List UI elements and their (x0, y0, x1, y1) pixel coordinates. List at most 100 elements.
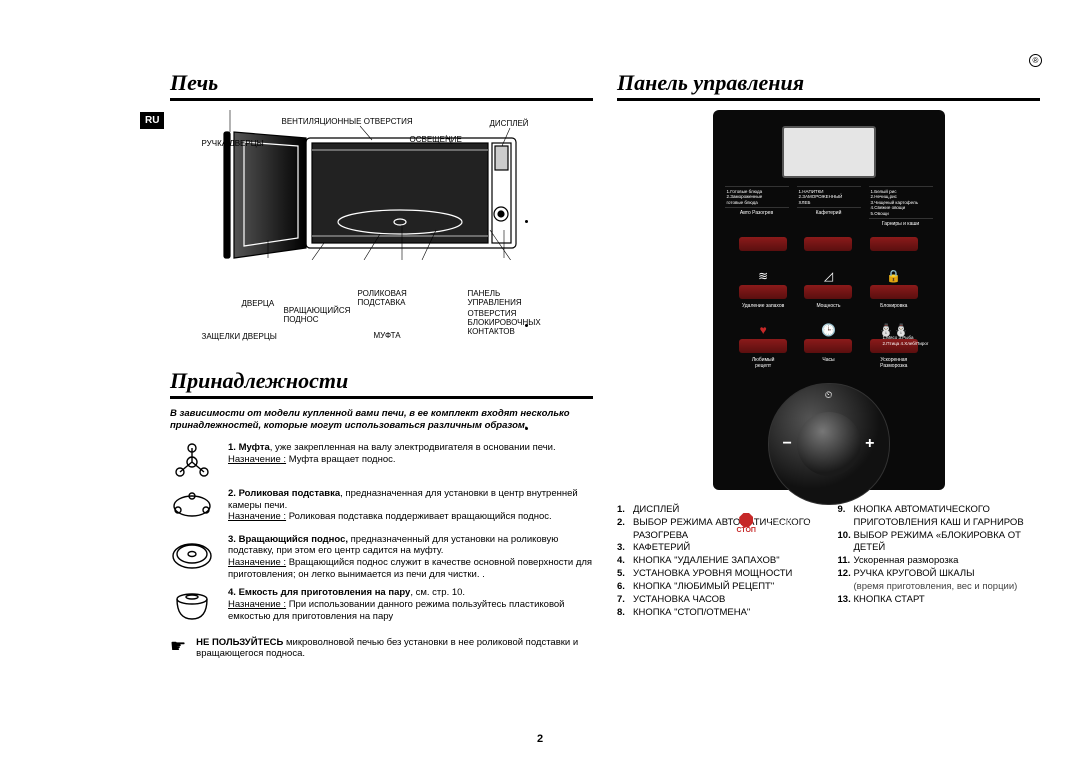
panel-heading: Панель управления (617, 70, 1040, 100)
minus-icon: − (783, 435, 792, 453)
acc-item: 4. Емкость для приготовления на пару, см… (170, 587, 593, 631)
mode-button[interactable] (870, 237, 918, 251)
coupler-icon (170, 442, 216, 482)
item-text: , см. стр. 10. (410, 587, 465, 598)
callout-num: 11 (953, 304, 965, 315)
item-num: 4. (228, 587, 236, 598)
item-name: Роликовая подставка (239, 488, 341, 499)
acc-item: 3. Вращающийся поднос, предназначенный д… (170, 534, 593, 582)
oven-figure: РУЧКА ДВЕРЦЫ ВЕНТИЛЯЦИОННЫЕ ОТВЕРСТИЯ ОС… (202, 110, 562, 350)
legend-text: УСТАНОВКА ЧАСОВ (633, 594, 725, 607)
legend-text: КНОПКА "УДАЛЕНИЕ ЗАПАХОВ" (633, 555, 780, 568)
mode-button[interactable] (804, 237, 852, 251)
callout-num: 7 (693, 320, 705, 331)
label-roller: РОЛИКОВАЯ ПОДСТАВКА (358, 290, 407, 308)
btn-label: Удаление запахов (742, 303, 784, 309)
registered-mark: ® (1029, 54, 1042, 67)
label-light: ОСВЕЩЕНИЕ (410, 136, 462, 145)
page-number: 2 (537, 733, 543, 745)
acc-heading: Принадлежности (170, 368, 593, 398)
legend-num: 4. (617, 555, 633, 568)
legend-text: ДИСПЛЕЙ (633, 504, 679, 517)
item-purpose: Муфта вращает поднос. (289, 454, 396, 465)
control-panel: 1 2 3 4 5 6 7 8 9 10 11 12 13 (713, 110, 945, 490)
btn-label: Ускоренная Разморозка (880, 357, 907, 369)
btn-label: Часы (822, 357, 834, 363)
mode-label: Кафетерий (816, 210, 842, 216)
oven-illustration-svg (212, 110, 552, 260)
heart-icon: ♥ (760, 323, 767, 337)
callout-num: 1 (693, 146, 705, 157)
legend-num: 6. (617, 581, 633, 594)
acc-intro: В зависимости от модели купленной вами п… (170, 408, 593, 432)
acc-item: 1. Муфта, уже закрепленная на валу элект… (170, 442, 593, 482)
legend-num: 5. (617, 568, 633, 581)
btn-label: Мощность (816, 303, 840, 309)
power-icon: ◿ (824, 269, 833, 283)
dial[interactable]: ⏲ − + (768, 383, 890, 505)
legend-text: РУЧКА КРУГОВОЙ ШКАЛЫ (854, 568, 975, 579)
callout-num: 2 (693, 206, 705, 217)
item-name: Емкость для приготовления на пару (239, 587, 411, 598)
label-panel: ПАНЕЛЬ УПРАВЛЕНИЯ (468, 290, 522, 308)
start-label: СТАРТ / + 30 сек (768, 519, 846, 528)
oven-heading: Печь (170, 70, 593, 100)
legend-text: Ускоренная разморозка (854, 555, 959, 568)
callout-num: 5 (693, 270, 705, 281)
legend-num: 12. (838, 568, 854, 594)
legend-subtext: (время приготовления, вес и порции) (854, 581, 1018, 592)
label-latches: ЗАЩЕЛКИ ДВЕРЦЫ (202, 333, 277, 342)
lock-button[interactable] (870, 285, 918, 299)
warn-bold: НЕ ПОЛЬЗУЙТЕСЬ (196, 637, 283, 648)
item-purpose-label: Назначение : (228, 511, 286, 522)
item-purpose-label: Назначение : (228, 454, 286, 465)
odor-icon: ≋ (758, 269, 768, 283)
item-text: , уже закрепленная на валу электродвигат… (270, 442, 556, 453)
label-turntable: ВРАЩАЮЩИЙСЯ ПОДНОС (284, 307, 351, 325)
callout-num: 13 (953, 460, 965, 471)
legend-text: КАФЕТЕРИЙ (633, 542, 690, 555)
item-name: Муфта (239, 442, 270, 453)
label-door: ДВЕРЦА (242, 300, 275, 309)
right-column: Панель управления 1 2 3 4 5 6 7 8 9 10 1… (617, 70, 1040, 659)
item-name: Вращающийся поднос, (239, 534, 348, 545)
plus-icon: + (865, 435, 874, 453)
label-handle: РУЧКА ДВЕРЦЫ (202, 140, 264, 149)
callout-num: 4 (693, 254, 705, 265)
item-num: 2. (228, 488, 236, 499)
page: ® RU Печь РУЧКА ДВЕРЦЫ ВЕНТИЛЯЦИОННЫЕ ОТ… (0, 0, 1080, 763)
warning-note: ☛ НЕ ПОЛЬЗУЙТЕСЬ микроволновой печью без… (170, 637, 593, 659)
item-num: 1. (228, 442, 236, 453)
odor-button[interactable] (739, 285, 787, 299)
dial-categories: 1.Мясо 3.Рыба 2.Птица 4.Хлеб/Пирог (883, 335, 929, 347)
roller-icon (170, 488, 216, 528)
steam-bowl-icon (170, 587, 216, 631)
mode-button[interactable] (739, 237, 787, 251)
stop-button[interactable]: СТОП (737, 513, 756, 534)
callout-num: 9 (953, 206, 965, 217)
legend-num: 13. (838, 594, 854, 607)
legend-text: УСТАНОВКА УРОВНЯ МОЩНОСТИ (633, 568, 792, 581)
label-display: ДИСПЛЕЙ (490, 120, 529, 129)
label-lockholes: ОТВЕРСТИЯ БЛОКИРОВОЧНЫХ КОНТАКТОВ (468, 310, 541, 336)
mode-label: Авто Разогрев (740, 210, 773, 216)
legend-text: КНОПКА СТАРТ (854, 594, 925, 607)
power-button[interactable] (804, 285, 852, 299)
legend-num: 8. (617, 607, 633, 620)
item-num: 3. (228, 534, 236, 545)
fav-button[interactable] (739, 339, 787, 353)
lock-icon: 🔒 (886, 269, 901, 283)
callout-num: 10 (953, 254, 965, 265)
btn-label: Блокировка (880, 303, 907, 309)
mode-text: 1.НАПИТКИ 2.ЗАМОРОЖЕННЫЙ ХЛЕБ (797, 186, 861, 208)
panel-display (782, 126, 876, 178)
clock-button[interactable] (804, 339, 852, 353)
stop-label: СТОП (737, 527, 756, 534)
legend-num: 11. (838, 555, 854, 568)
item-purpose: Роликовая подставка поддерживает вращающ… (289, 511, 552, 522)
legend-num: 7. (617, 594, 633, 607)
lang-badge: RU (140, 112, 164, 129)
callout-num: 6 (693, 304, 705, 315)
mode-label: Гарниры и каши (882, 221, 919, 227)
label-vent: ВЕНТИЛЯЦИОННЫЕ ОТВЕРСТИЯ (282, 118, 413, 127)
